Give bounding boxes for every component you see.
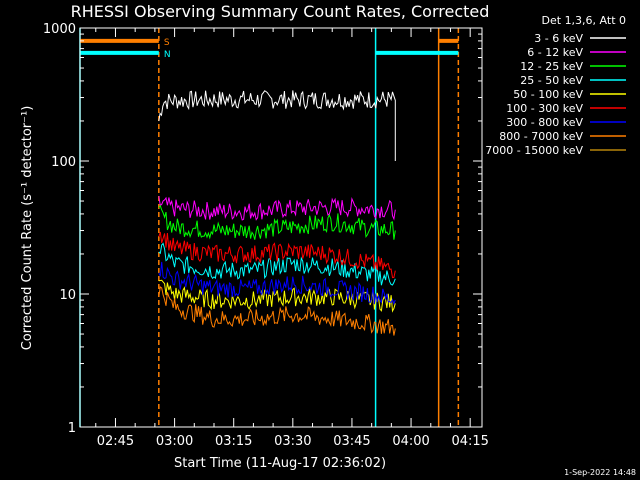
legend-label: 50 - 100 keV	[513, 88, 583, 101]
x-tick-label: 03:30	[274, 434, 311, 449]
legend-label: 100 - 300 keV	[506, 102, 583, 115]
y-axis-label: Corrected Count Rate (s⁻¹ detector⁻¹)	[20, 106, 35, 351]
plot-area: SN	[79, 28, 460, 427]
x-axis-label: Start Time (11-Aug-17 02:36:02)	[174, 456, 386, 471]
y-tick-label: 10	[59, 288, 76, 303]
series-line-300-800-kev	[158, 261, 396, 306]
series-line-25-50-kev	[158, 242, 396, 286]
axes: 1 10 100 1000 02:45 03:00 03:15 03:30 03:45 04:00…	[43, 22, 489, 449]
series-line-3-6-kev	[158, 90, 396, 161]
legend-label: 800 - 7000 keV	[499, 130, 583, 143]
legend-label: 300 - 800 keV	[506, 116, 583, 129]
chart-title: RHESSI Observing Summary Count Rates, Co…	[71, 2, 490, 21]
series-line-50-100-kev	[158, 279, 396, 313]
legend-label: 12 - 25 keV	[520, 60, 583, 73]
legend-label: 6 - 12 keV	[527, 46, 583, 59]
flag-label: N	[164, 50, 171, 60]
x-tick-label: 04:15	[451, 434, 488, 449]
flag-label: S	[164, 38, 170, 48]
x-tick-label: 02:45	[97, 434, 134, 449]
y-tick-label: 1000	[43, 22, 76, 37]
legend-label: 3 - 6 keV	[534, 32, 583, 45]
legend-label: 7000 - 15000 keV	[485, 144, 583, 157]
legend-label: 25 - 50 keV	[520, 74, 583, 87]
legend-title: Det 1,3,6, Att 0	[542, 14, 626, 27]
x-tick-label: 03:45	[333, 434, 370, 449]
series-line-100-300-kev	[158, 231, 396, 279]
plot-frame	[79, 27, 483, 428]
x-tick-label: 04:00	[392, 434, 429, 449]
footer-date: 1-Sep-2022 14:48	[564, 468, 636, 477]
y-tick-label: 100	[51, 155, 76, 170]
x-tick-label: 03:15	[215, 434, 252, 449]
x-tick-label: 03:00	[156, 434, 193, 449]
series-line-12-25-kev	[158, 204, 396, 240]
series-line-6-12-kev	[158, 196, 396, 221]
y-tick-label: 1	[68, 421, 76, 436]
series-line-800-7000-kev	[158, 286, 396, 336]
